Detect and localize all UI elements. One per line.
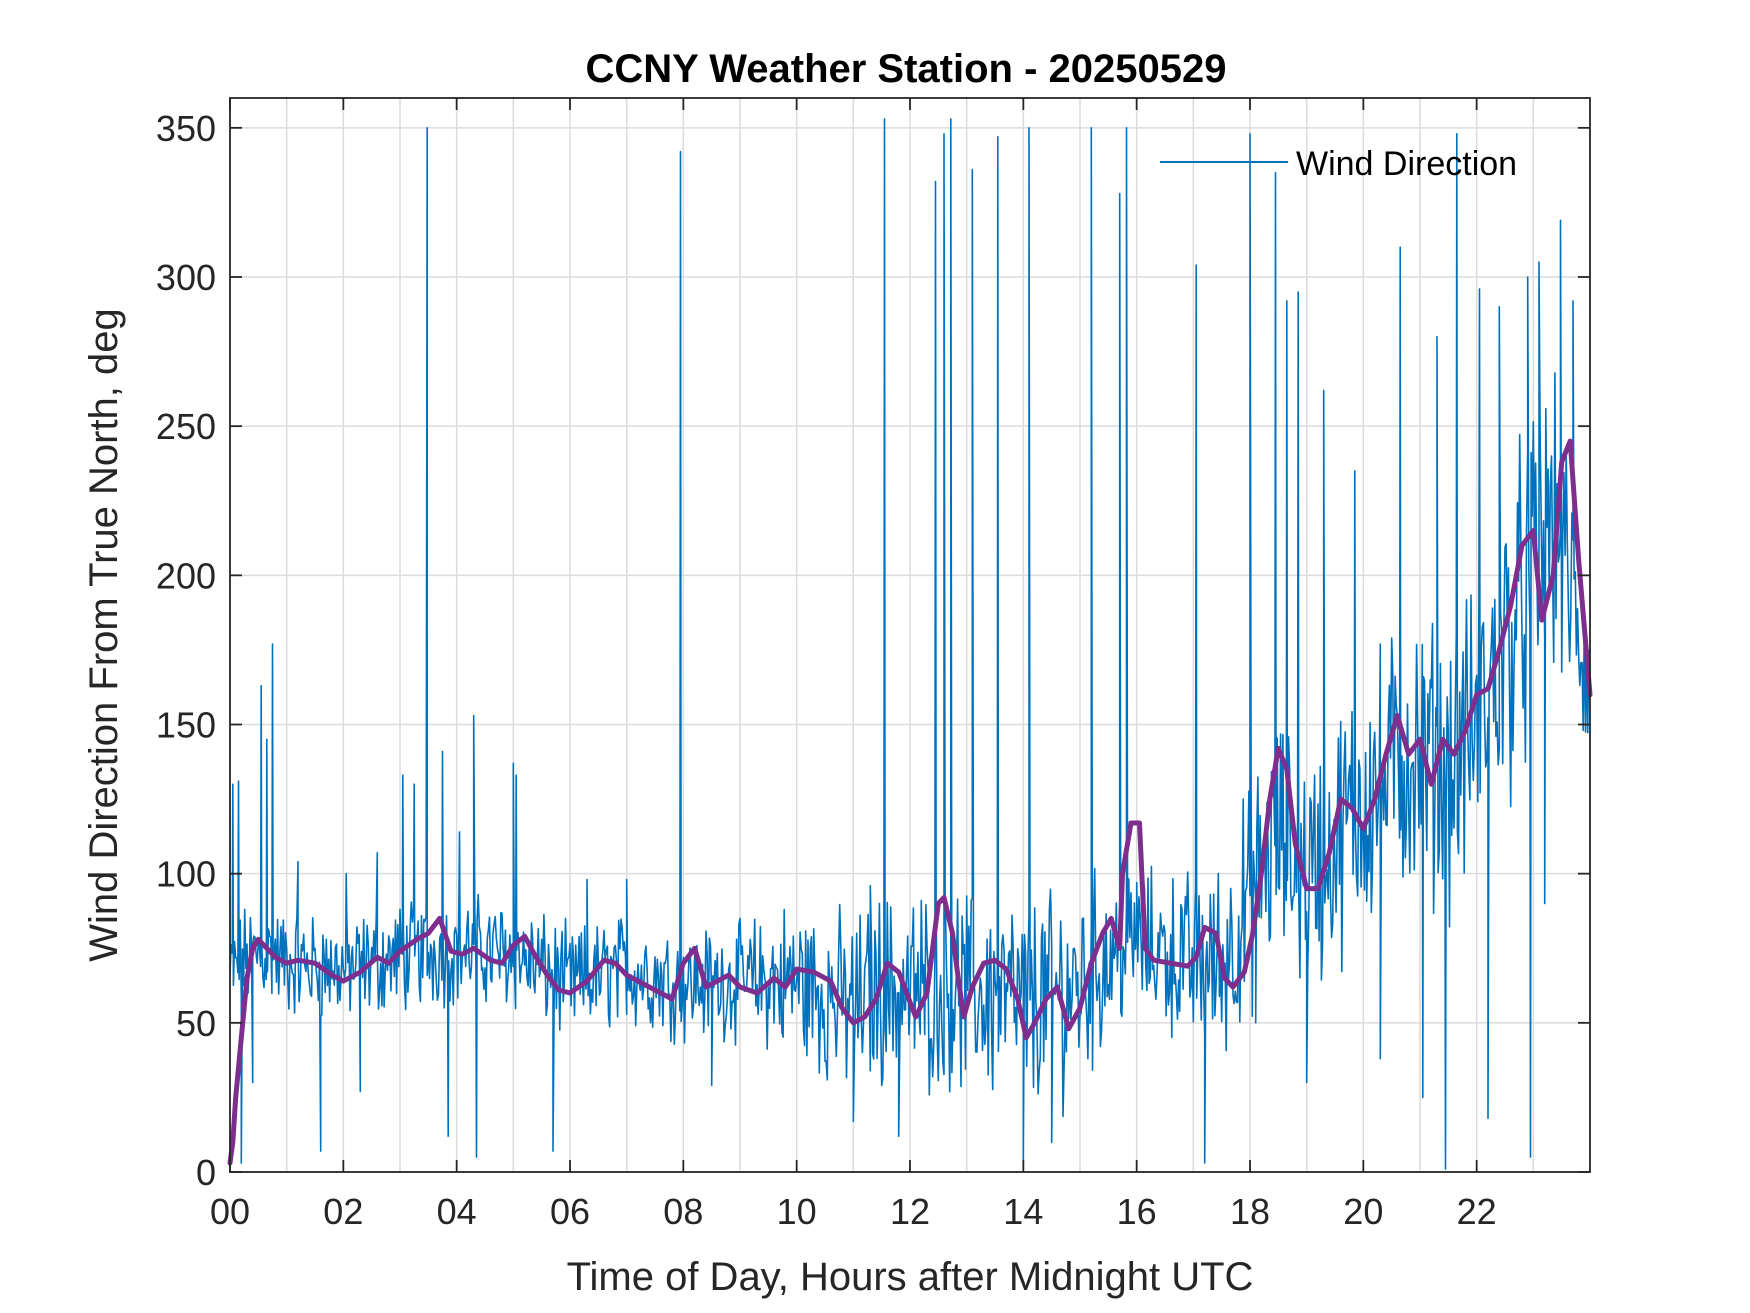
x-tick-label: 04 [437,1191,477,1232]
series-line-raw [229,118,1591,1170]
x-tick-label: 06 [550,1191,590,1232]
legend: Wind Direction [1160,145,1517,183]
x-tick-label: 18 [1230,1191,1270,1232]
x-tick-label: 00 [210,1191,250,1232]
y-tick-label: 0 [196,1152,216,1193]
x-tick-label: 22 [1457,1191,1497,1232]
y-axis-ticks: 0 50 100 150 200 250 300 350 [156,108,1590,1193]
x-axis-label: Time of Day, Hours after Midnight UTC [567,1255,1254,1299]
y-tick-label: 300 [156,257,216,298]
y-axis-label: Wind Direction From True North, deg [82,308,126,962]
chart-title: CCNY Weather Station - 20250529 [586,47,1227,91]
y-tick-label: 100 [156,854,216,895]
y-tick-label: 350 [156,108,216,149]
x-tick-label: 20 [1343,1191,1383,1232]
x-tick-label: 02 [323,1191,363,1232]
y-tick-label: 250 [156,406,216,447]
y-tick-label: 150 [156,705,216,746]
series-line-smoothed [227,438,1593,1166]
x-tick-label: 10 [777,1191,817,1232]
y-tick-label: 50 [176,1003,216,1044]
series-smoothed [227,438,1593,1166]
x-tick-label: 08 [663,1191,703,1232]
x-axis-ticks: 00 02 04 06 08 10 12 14 16 18 20 22 [210,98,1497,1232]
x-tick-label: 12 [890,1191,930,1232]
legend-label: Wind Direction [1296,145,1517,183]
x-tick-label: 14 [1003,1191,1043,1232]
series-raw [229,118,1591,1170]
x-tick-label: 16 [1117,1191,1157,1232]
y-tick-label: 200 [156,555,216,596]
